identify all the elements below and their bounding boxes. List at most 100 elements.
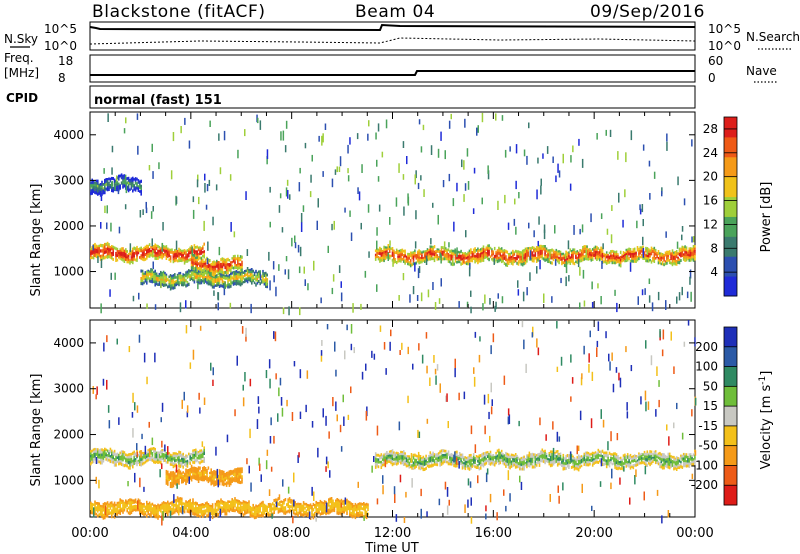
- data-cell: [573, 462, 576, 466]
- data-cell: [210, 269, 212, 273]
- data-cell: [230, 479, 232, 483]
- data-cell: [548, 460, 551, 464]
- data-cell: [554, 457, 556, 460]
- data-cell: [652, 247, 654, 251]
- data-cell: [419, 467, 422, 471]
- data-cell: [213, 275, 215, 279]
- data-cell: [174, 461, 176, 465]
- data-cell: [652, 458, 654, 462]
- colorbar-swatch: [724, 256, 737, 277]
- data-cell: [178, 283, 180, 287]
- data-cell: [203, 276, 205, 280]
- scatter-point: [470, 290, 472, 297]
- data-cell: [528, 462, 531, 466]
- data-cell: [411, 256, 413, 260]
- data-cell: [517, 262, 520, 266]
- data-cell: [146, 452, 148, 455]
- data-cell: [99, 456, 102, 460]
- data-cell: [174, 476, 176, 479]
- data-cell: [467, 253, 469, 257]
- data-cell: [541, 254, 544, 258]
- data-cell: [468, 254, 471, 258]
- data-cell: [507, 253, 510, 256]
- data-cell: [580, 455, 583, 458]
- data-cell: [391, 457, 394, 461]
- data-cell: [197, 466, 200, 470]
- data-cell: [684, 459, 686, 463]
- data-cell: [102, 449, 105, 452]
- data-cell: [568, 257, 570, 260]
- data-cell: [489, 246, 492, 250]
- data-cell: [141, 274, 144, 278]
- data-cell: [109, 177, 112, 181]
- scatter-point: [402, 273, 405, 281]
- data-cell: [621, 460, 623, 464]
- data-cell: [594, 451, 597, 454]
- data-cell: [388, 454, 391, 458]
- data-cell: [390, 454, 392, 458]
- data-cell: [223, 475, 225, 479]
- data-cell: [97, 502, 99, 506]
- data-cell: [186, 473, 189, 477]
- data-cell: [456, 453, 458, 457]
- data-cell: [199, 451, 201, 455]
- data-cell: [190, 263, 193, 267]
- data-cell: [178, 461, 180, 465]
- data-cell: [526, 461, 528, 464]
- data-cell: [203, 266, 205, 270]
- data-cell: [143, 258, 145, 262]
- data-cell: [643, 453, 646, 456]
- data-cell: [568, 258, 570, 262]
- data-cell: [449, 258, 451, 262]
- data-cell: [189, 258, 191, 261]
- data-cell: [680, 259, 682, 262]
- data-cell: [249, 279, 252, 283]
- data-cell: [199, 277, 201, 280]
- data-cell: [386, 457, 388, 460]
- data-cell: [94, 505, 96, 509]
- data-cell: [175, 276, 177, 279]
- data-cell: [624, 458, 626, 463]
- scatter-point: [504, 149, 507, 158]
- scatter-point: [132, 295, 135, 302]
- data-cell: [133, 505, 135, 508]
- data-cell: [608, 464, 611, 468]
- data-cell: [667, 465, 670, 469]
- data-cell: [190, 271, 193, 274]
- data-cell: [404, 249, 406, 253]
- data-cell: [688, 462, 691, 466]
- data-cell: [603, 456, 605, 460]
- data-cell: [92, 190, 95, 194]
- data-cell: [551, 463, 553, 467]
- data-cell: [127, 179, 130, 183]
- data-cell: [428, 253, 430, 257]
- data-cell: [123, 176, 126, 180]
- data-cell: [206, 265, 208, 269]
- data-cell: [471, 255, 474, 258]
- data-cell: [442, 454, 444, 458]
- data-cell: [127, 184, 130, 188]
- data-cell: [652, 460, 654, 463]
- data-cell: [475, 249, 478, 252]
- data-cell: [227, 263, 229, 267]
- data-cell: [130, 501, 133, 505]
- scatter-point: [423, 189, 425, 197]
- data-cell: [624, 456, 626, 460]
- data-cell: [91, 456, 93, 460]
- data-cell: [183, 283, 186, 286]
- data-cell: [463, 466, 465, 469]
- data-cell: [502, 453, 504, 456]
- data-cell: [239, 266, 242, 270]
- data-cell: [404, 254, 406, 258]
- data-cell: [94, 512, 96, 516]
- data-cell: [209, 479, 211, 482]
- data-cell: [674, 463, 677, 466]
- scatter-point: [597, 283, 599, 289]
- data-cell: [238, 257, 240, 260]
- data-cell: [266, 285, 268, 289]
- data-cell: [608, 261, 611, 264]
- scatter-point: [529, 272, 531, 281]
- scatter-point: [287, 190, 289, 199]
- data-cell: [570, 252, 573, 255]
- data-cell: [659, 261, 661, 265]
